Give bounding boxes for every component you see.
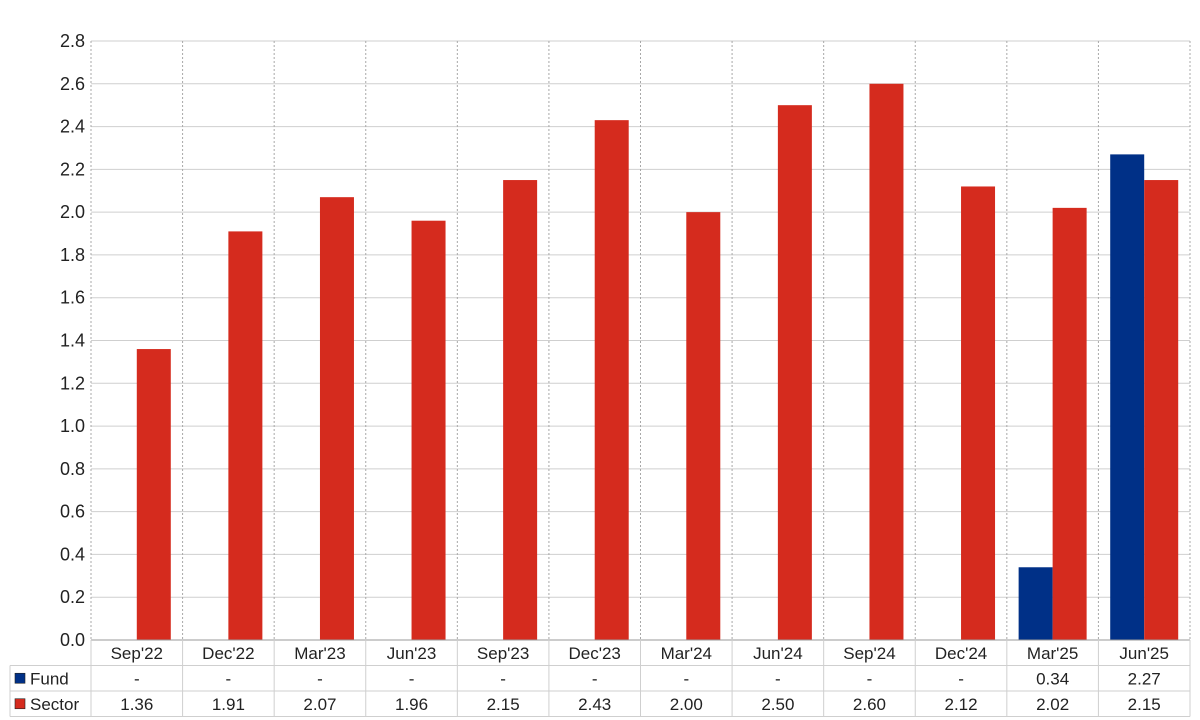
table-cell-sector: 2.00: [670, 695, 703, 714]
x-category-label: Jun'25: [1119, 644, 1169, 663]
x-category-label: Mar'24: [661, 644, 712, 663]
table-cell-sector: 2.43: [578, 695, 611, 714]
y-tick-label: 1.6: [60, 288, 85, 308]
legend-label-sector: Sector: [30, 695, 79, 714]
table-cell-fund: -: [134, 669, 140, 688]
table-cell-sector: 1.36: [120, 695, 153, 714]
bar-sector-10: [1052, 207, 1087, 640]
table-cell-sector: 2.50: [761, 695, 794, 714]
y-tick-label: 0.6: [60, 502, 85, 522]
legend-label-fund: Fund: [30, 669, 69, 688]
bars: [136, 83, 1179, 641]
table-cell-fund: -: [958, 669, 964, 688]
table-cell-fund: -: [683, 669, 689, 688]
y-tick-label: 1.0: [60, 416, 85, 436]
table-cell-sector: 2.12: [944, 695, 977, 714]
x-category-label: Dec'23: [569, 644, 621, 663]
table-cell-fund: -: [592, 669, 598, 688]
bar-sector-8: [869, 83, 904, 641]
bar-sector-7: [777, 105, 812, 640]
x-category-label: Dec'22: [202, 644, 254, 663]
x-category-label: Sep'22: [111, 644, 163, 663]
bar-sector-11: [1144, 180, 1179, 640]
table-cell-fund: -: [317, 669, 323, 688]
y-tick-label: 2.6: [60, 74, 85, 94]
y-tick-label: 1.2: [60, 373, 85, 393]
y-tick-label: 2.0: [60, 202, 85, 222]
bar-sector-9: [961, 186, 996, 640]
bar-fund-11: [1110, 154, 1145, 640]
table-cell-sector: 2.15: [487, 695, 520, 714]
x-category-label: Mar'25: [1027, 644, 1078, 663]
y-tick-label: 2.4: [60, 117, 85, 137]
legend-swatch-sector: [14, 698, 26, 710]
x-category-label: Sep'23: [477, 644, 529, 663]
bar-sector-3: [411, 220, 446, 640]
table-cell-fund: -: [500, 669, 506, 688]
x-category-label: Dec'24: [935, 644, 987, 663]
table-cell-fund: -: [775, 669, 781, 688]
table-cell-sector: 2.15: [1128, 695, 1161, 714]
x-category-label: Mar'23: [294, 644, 345, 663]
y-tick-label: 0.8: [60, 459, 85, 479]
table-cell-sector: 2.02: [1036, 695, 1069, 714]
table-cell-fund: 0.34: [1036, 669, 1069, 688]
y-tick-label: 1.8: [60, 245, 85, 265]
bar-sector-1: [228, 231, 263, 640]
table-cell-fund: 2.27: [1128, 669, 1161, 688]
y-tick-label: 2.2: [60, 159, 85, 179]
table-cell-sector: 1.96: [395, 695, 428, 714]
x-category-label: Jun'23: [387, 644, 437, 663]
bar-sector-2: [319, 197, 354, 641]
x-category-label: Jun'24: [753, 644, 803, 663]
bar-sector-5: [594, 120, 629, 641]
x-category-label: Sep'24: [843, 644, 895, 663]
table-cell-fund: -: [226, 669, 232, 688]
table-cell-fund: -: [409, 669, 415, 688]
y-axis: 0.0 0.2 0.4 0.6 0.8 1.0 1.2 1.4 1.6 1.8 2.0 2.2 2.4 2…: [60, 31, 85, 650]
y-tick-label: 1.4: [60, 331, 85, 351]
y-tick-label: 0.2: [60, 587, 85, 607]
table-cell-sector: 2.60: [853, 695, 886, 714]
grid-lines: [90, 40, 1191, 641]
table-cell-sector: 1.91: [212, 695, 245, 714]
y-tick-label: 0.0: [60, 630, 85, 650]
y-tick-label: 2.8: [60, 31, 85, 51]
bar-sector-6: [686, 212, 721, 640]
bar-sector-4: [503, 180, 538, 640]
legend-swatch-fund: [14, 672, 26, 684]
table-cell-sector: 2.07: [303, 695, 336, 714]
y-tick-label: 0.4: [60, 544, 85, 564]
table-cell-fund: -: [867, 669, 873, 688]
data-table: Sep'22 Dec'22 Mar'23 Jun'23 Sep'23 Dec'23 Mar'…: [9, 639, 1191, 717]
bar-sector-0: [136, 349, 171, 640]
bar-fund-10: [1018, 567, 1053, 640]
